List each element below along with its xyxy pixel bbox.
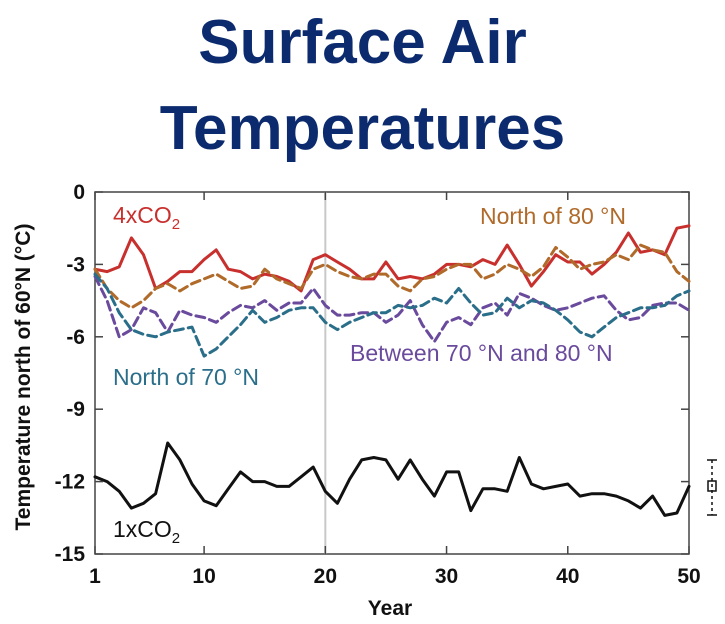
series-line-1 — [93, 243, 691, 310]
y-tick-label: -12 — [55, 471, 85, 494]
x-tick-label: 30 — [435, 565, 458, 588]
y-tick-label: -15 — [55, 543, 86, 566]
page-title-line-2: Temperatures — [159, 94, 566, 163]
series-line-2 — [93, 275, 691, 344]
page-title-line-1: Surface Air — [198, 8, 527, 77]
series-label-4xco2: 4xCO2 — [113, 202, 180, 233]
plot-frame — [94, 191, 690, 555]
y-tick-label: 0 — [73, 181, 85, 204]
series-label-between-70-80: Between 70 °N and 80 °N — [350, 340, 613, 366]
series-label-1xco2: 1xCO2 — [113, 516, 180, 547]
series-line-4 — [93, 441, 691, 517]
series-label-north-of-70: North of 70 °N — [113, 364, 259, 390]
x-tick-label: 20 — [314, 565, 337, 588]
x-tick-label: 40 — [556, 565, 579, 588]
x-tick-label: 50 — [677, 565, 700, 588]
x-tick-label: 10 — [192, 565, 215, 588]
y-tick-label: -3 — [66, 253, 85, 276]
series-label-north-of-80: North of 80 °N — [480, 203, 626, 229]
x-tick-label: 1 — [89, 565, 101, 588]
series-line-3 — [93, 272, 691, 358]
series-line-0 — [93, 224, 691, 293]
y-axis-label: Temperature north of 60°N (°C) — [12, 224, 35, 531]
y-tick-label: -6 — [66, 326, 85, 349]
x-axis-label: Year — [368, 597, 412, 620]
y-tick-label: -9 — [66, 398, 85, 421]
error-bar-marker — [707, 459, 717, 516]
